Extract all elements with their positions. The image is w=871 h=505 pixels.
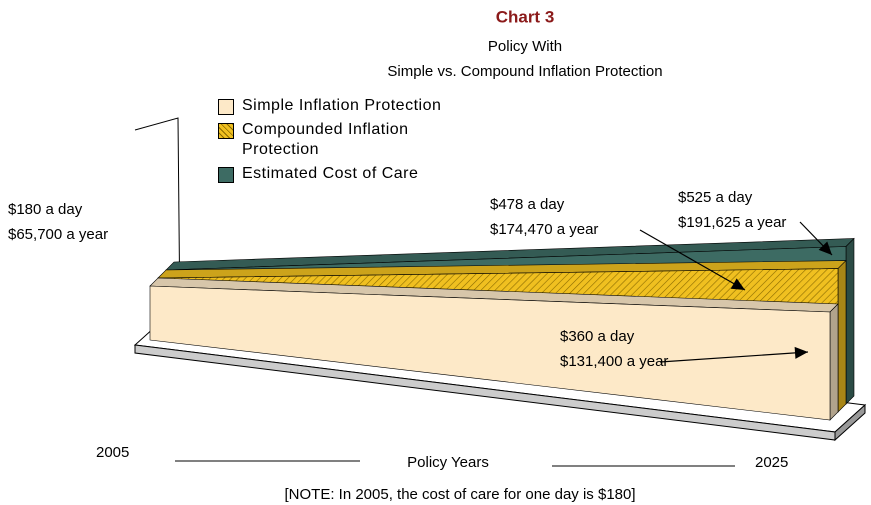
annotation: $174,470 a year bbox=[490, 221, 598, 238]
legend-label: Estimated Cost of Care bbox=[242, 165, 419, 182]
x-axis-label: Policy Years bbox=[407, 454, 489, 471]
legend-swatch bbox=[218, 167, 234, 183]
legend-label: Simple Inflation Protection bbox=[242, 97, 442, 114]
area-side bbox=[837, 259, 847, 413]
arrow-head bbox=[730, 278, 745, 290]
subtitle: Simple vs. Compound Inflation Protection bbox=[387, 63, 662, 80]
arrow-line bbox=[659, 351, 809, 363]
arrow-head bbox=[818, 241, 832, 255]
annotation: $360 a day bbox=[560, 328, 635, 345]
x-tick-label: 2025 bbox=[755, 454, 788, 471]
arrow-head bbox=[794, 346, 808, 359]
area-side bbox=[845, 237, 855, 405]
area-side bbox=[829, 303, 839, 421]
legend-item: Estimated Cost of Care bbox=[218, 164, 488, 184]
annotation: $131,400 a year bbox=[560, 353, 668, 370]
annotation: $180 a day bbox=[8, 201, 83, 218]
legend-item: Compounded Inflation Protection bbox=[218, 120, 488, 160]
legend-swatch bbox=[218, 99, 234, 115]
area bbox=[149, 285, 831, 421]
chart-title: Chart 3 bbox=[496, 7, 555, 26]
legend-swatch bbox=[218, 123, 234, 139]
annotation: $525 a day bbox=[678, 189, 753, 206]
subtitle: Policy With bbox=[488, 38, 562, 55]
legend-label: Compounded Inflation Protection bbox=[242, 121, 409, 158]
annotation: $478 a day bbox=[490, 196, 565, 213]
x-tick-label: 2005 bbox=[96, 444, 129, 461]
floor-edge bbox=[834, 403, 866, 442]
legend-item: Simple Inflation Protection bbox=[218, 96, 488, 116]
legend: Simple Inflation Protection Compounded In… bbox=[218, 96, 488, 188]
annotation: $65,700 a year bbox=[8, 226, 108, 243]
marks bbox=[149, 237, 855, 421]
annotation: $191,625 a year bbox=[678, 214, 786, 231]
note: [NOTE: In 2005, the cost of care for one… bbox=[284, 486, 635, 503]
back-wall bbox=[134, 117, 181, 326]
arrow-line bbox=[639, 229, 746, 291]
